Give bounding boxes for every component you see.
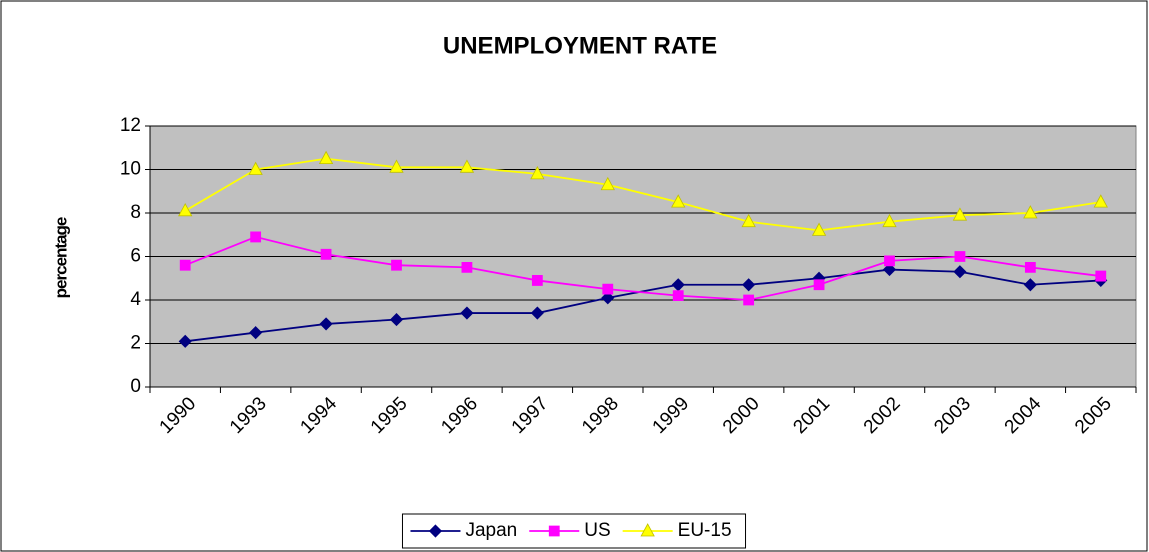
marker bbox=[954, 251, 966, 262]
marker bbox=[460, 306, 474, 320]
marker bbox=[548, 525, 560, 537]
marker bbox=[428, 524, 443, 538]
legend-item: US bbox=[529, 520, 611, 541]
marker bbox=[1023, 205, 1038, 219]
marker bbox=[882, 262, 897, 277]
marker bbox=[640, 523, 655, 537]
marker bbox=[531, 275, 543, 286]
marker bbox=[530, 166, 545, 180]
marker bbox=[743, 294, 755, 306]
marker bbox=[601, 291, 615, 305]
marker bbox=[741, 213, 756, 228]
marker bbox=[319, 317, 333, 331]
marker bbox=[178, 334, 192, 348]
marker bbox=[813, 279, 825, 291]
marker bbox=[672, 290, 684, 302]
marker bbox=[600, 176, 615, 191]
marker bbox=[178, 202, 193, 217]
marker bbox=[320, 248, 332, 260]
marker bbox=[179, 259, 191, 271]
legend-item: EU-15 bbox=[622, 520, 732, 541]
marker bbox=[249, 326, 263, 340]
y-tick-label: 8 bbox=[130, 202, 141, 223]
y-tick-label: 12 bbox=[120, 115, 141, 136]
marker bbox=[953, 265, 967, 279]
marker bbox=[884, 255, 895, 267]
marker bbox=[882, 213, 897, 228]
legend: Japan US EU-15 bbox=[401, 513, 747, 549]
chart-title: UNEMPLOYMENT RATE bbox=[443, 32, 717, 59]
legend-label: US bbox=[584, 520, 610, 541]
legend-item: Japan bbox=[410, 520, 517, 541]
marker bbox=[1095, 270, 1107, 282]
marker bbox=[602, 283, 614, 295]
marker bbox=[952, 207, 968, 221]
marker bbox=[391, 259, 402, 271]
marker bbox=[459, 159, 475, 173]
marker bbox=[1024, 261, 1036, 273]
marker bbox=[1023, 278, 1037, 292]
marker bbox=[811, 222, 827, 236]
y-tick-label: 0 bbox=[130, 376, 141, 397]
marker bbox=[742, 278, 756, 292]
series-line bbox=[184, 235, 1101, 301]
y-axis-label: percentage bbox=[51, 217, 70, 298]
marker bbox=[248, 161, 263, 175]
legend-label: EU-15 bbox=[678, 520, 732, 541]
marker bbox=[389, 159, 404, 173]
y-tick-label: 4 bbox=[130, 289, 141, 310]
marker bbox=[461, 261, 473, 273]
y-tick-label: 2 bbox=[130, 333, 141, 354]
marker bbox=[318, 150, 334, 165]
marker bbox=[389, 313, 404, 327]
marker bbox=[1093, 194, 1108, 208]
marker bbox=[530, 306, 544, 320]
legend-label: Japan bbox=[465, 520, 517, 541]
y-tick-label: 6 bbox=[130, 246, 141, 267]
marker bbox=[250, 231, 262, 243]
series-line bbox=[184, 157, 1101, 232]
y-tick-label: 10 bbox=[120, 159, 141, 180]
marker bbox=[671, 194, 686, 208]
series-line bbox=[185, 268, 1101, 343]
